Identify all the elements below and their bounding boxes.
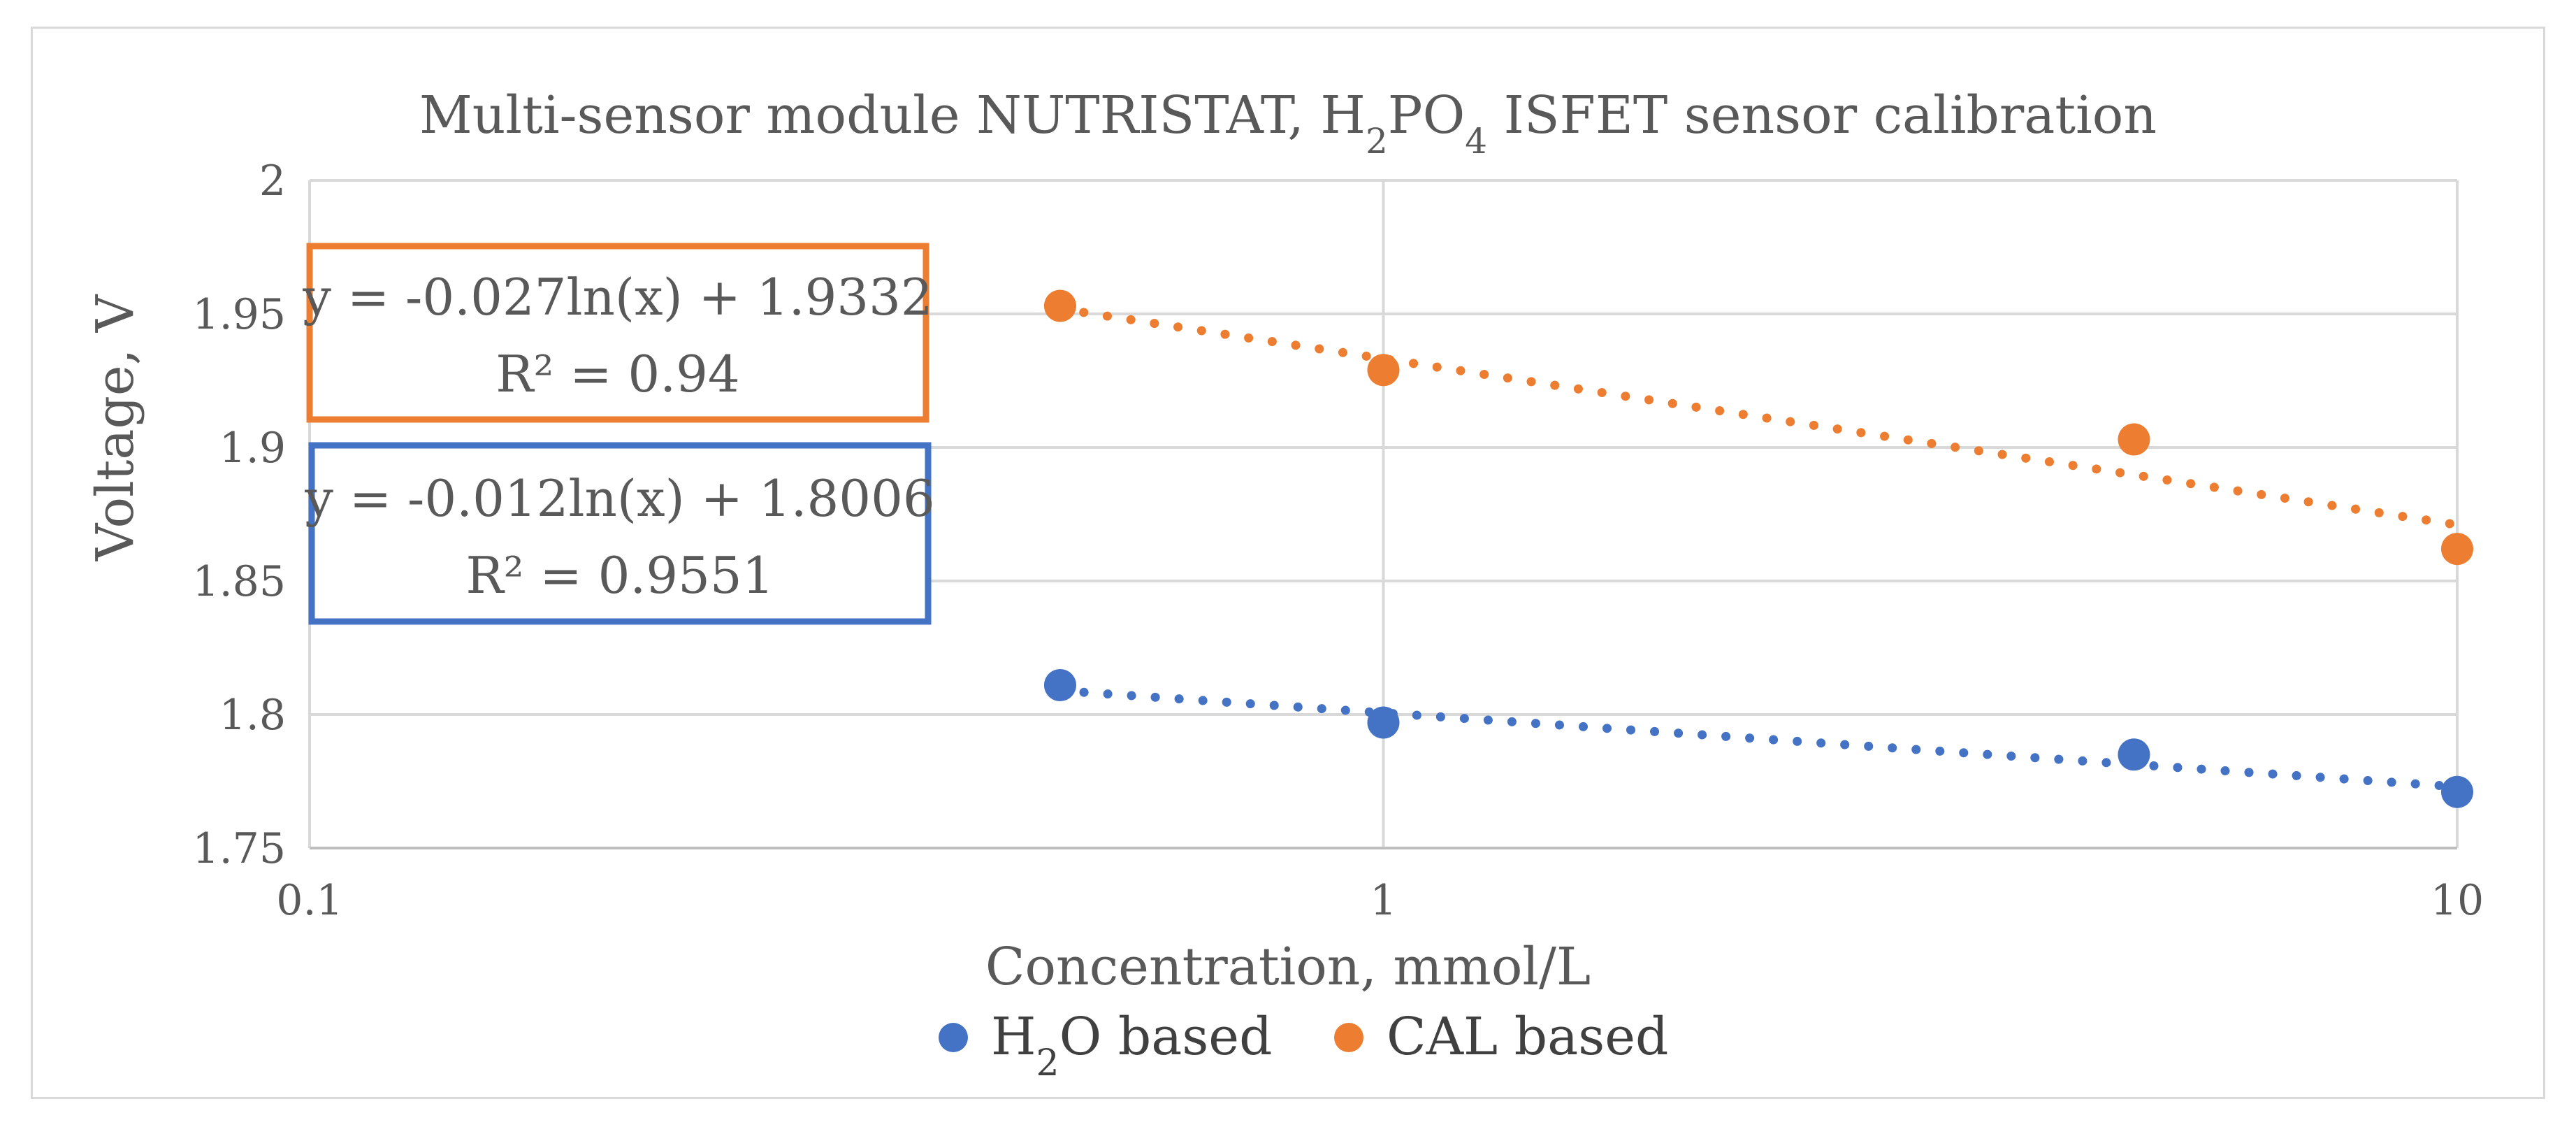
h2o-equation-box: y = -0.012ln(x) + 1.8006 R² = 0.9551 <box>304 442 935 625</box>
h2o-equation: y = -0.012ln(x) + 1.8006 <box>304 469 934 528</box>
y-axis-title: Voltage, V <box>85 294 145 561</box>
legend-marker-cal <box>1334 1023 1363 1052</box>
x-tick-label: 10 <box>2431 876 2484 925</box>
trendline-h2o <box>1055 686 2462 791</box>
cal-equation-border <box>306 243 929 423</box>
y-tick-label: 1.9 <box>219 424 286 473</box>
y-tick-labels: 1.75 1.8 1.85 1.9 1.95 2 <box>192 157 286 873</box>
trendline-layer <box>1055 304 2462 791</box>
data-point-cal <box>2441 533 2473 566</box>
chart-title: Multi-sensor module NUTRISTAT, H2PO4 ISF… <box>419 85 2157 161</box>
cal-equation-box: y = -0.027ln(x) + 1.9332 R² = 0.94 <box>302 243 933 423</box>
point-layer <box>1043 289 2473 808</box>
data-point-cal <box>2118 423 2150 456</box>
y-tick-label: 1.75 <box>192 824 286 873</box>
x-tick-label: 1 <box>1370 876 1396 925</box>
y-tick-label: 1.8 <box>219 691 286 740</box>
y-tick-label: 1.95 <box>192 290 286 339</box>
data-point-h2o <box>1367 706 1400 739</box>
legend-marker-h2o <box>939 1023 968 1052</box>
trendline-cal <box>1055 304 2462 530</box>
data-point-h2o <box>2118 738 2150 771</box>
grid-layer <box>308 179 2459 849</box>
data-point-h2o <box>2441 775 2473 808</box>
data-point-cal <box>1043 289 1076 322</box>
legend-label-cal: CAL based <box>1387 1007 1668 1067</box>
data-point-h2o <box>1043 668 1076 701</box>
y-tick-label: 1.85 <box>192 557 286 606</box>
legend: H2O based CAL based <box>939 1007 1668 1084</box>
y-tick-label: 2 <box>259 157 286 206</box>
x-tick-label: 0.1 <box>276 876 342 925</box>
cal-r-squared: R² = 0.94 <box>495 345 740 403</box>
x-tick-labels: 0.1 1 10 <box>276 876 2484 925</box>
data-point-cal <box>1367 354 1400 387</box>
legend-label-h2o: H2O based <box>991 1007 1272 1084</box>
x-axis-title: Concentration, mmol/L <box>985 937 1591 997</box>
h2o-equation-border <box>308 442 932 625</box>
cal-equation: y = -0.027ln(x) + 1.9332 <box>302 268 932 326</box>
h2o-r-squared: R² = 0.9551 <box>465 546 774 605</box>
